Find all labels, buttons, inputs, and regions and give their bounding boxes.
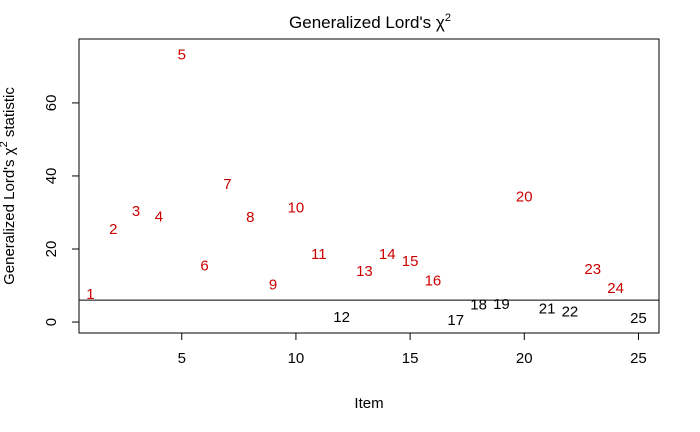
point-label-item-16: 16 (425, 272, 442, 289)
point-label-item-8: 8 (246, 209, 254, 226)
point-label-item-21: 21 (539, 300, 556, 317)
y-tick-label: 20 (43, 241, 60, 258)
x-tick-label: 15 (402, 350, 419, 367)
point-label-item-13: 13 (356, 263, 373, 280)
y-axis: 0 20 40 60 (43, 95, 80, 326)
point-label-item-20: 20 (516, 188, 533, 205)
point-label-item-2: 2 (109, 221, 117, 238)
point-label-item-15: 15 (402, 253, 419, 270)
y-axis-label: Generalized Lord's χ2 statistic (0, 87, 18, 285)
x-tick-label: 10 (288, 350, 305, 367)
point-label-item-10: 10 (288, 200, 305, 217)
point-label-item-3: 3 (132, 203, 140, 220)
x-axis: 5 10 15 20 25 (178, 332, 647, 367)
point-label-item-1: 1 (86, 286, 94, 303)
point-label-item-6: 6 (200, 257, 208, 274)
point-label-item-7: 7 (223, 176, 231, 193)
point-label-item-9: 9 (269, 276, 277, 293)
point-label-item-18: 18 (470, 297, 487, 314)
chart-title: Generalized Lord's χ2 (289, 12, 451, 32)
point-label-item-11: 11 (311, 246, 327, 263)
y-tick-label: 40 (43, 168, 60, 185)
point-label-item-19: 19 (493, 296, 510, 313)
point-label-item-25: 25 (630, 310, 647, 327)
x-tick-label: 5 (178, 350, 186, 367)
y-tick-label: 60 (43, 95, 60, 112)
x-tick-label: 25 (630, 350, 647, 367)
x-axis-label: Item (354, 395, 383, 412)
point-label-item-22: 22 (562, 303, 579, 320)
point-label-item-24: 24 (607, 280, 624, 297)
point-label-item-14: 14 (379, 246, 396, 263)
point-label-item-5: 5 (178, 47, 186, 64)
x-tick-label: 20 (516, 350, 533, 367)
y-tick-label: 0 (43, 318, 60, 326)
point-label-item-4: 4 (155, 208, 163, 225)
point-label-item-17: 17 (447, 312, 464, 329)
point-label-item-23: 23 (584, 261, 601, 278)
point-label-item-12: 12 (333, 309, 350, 326)
